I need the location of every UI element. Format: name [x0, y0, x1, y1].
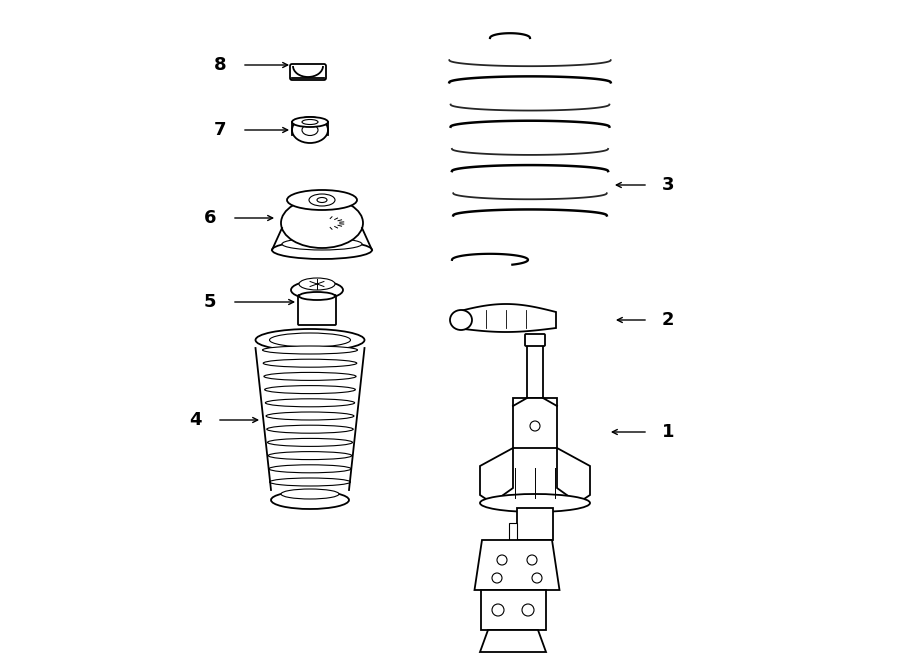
Ellipse shape	[317, 197, 327, 203]
Ellipse shape	[272, 241, 372, 259]
Ellipse shape	[450, 310, 472, 330]
Ellipse shape	[480, 494, 590, 512]
Polygon shape	[517, 508, 553, 540]
Ellipse shape	[299, 292, 335, 300]
Ellipse shape	[265, 385, 356, 394]
Ellipse shape	[292, 117, 328, 127]
Ellipse shape	[266, 399, 355, 407]
Ellipse shape	[271, 491, 349, 509]
Text: 6: 6	[203, 209, 216, 227]
Ellipse shape	[281, 489, 339, 499]
Text: 3: 3	[662, 176, 674, 194]
Circle shape	[492, 573, 502, 583]
Text: 5: 5	[203, 293, 216, 311]
Circle shape	[492, 604, 504, 616]
Text: 8: 8	[213, 56, 226, 74]
Ellipse shape	[256, 329, 364, 351]
Circle shape	[527, 555, 537, 565]
FancyBboxPatch shape	[298, 295, 336, 325]
Ellipse shape	[270, 478, 350, 486]
Polygon shape	[509, 523, 517, 568]
Ellipse shape	[302, 120, 318, 124]
Polygon shape	[481, 590, 545, 630]
Ellipse shape	[302, 124, 318, 136]
FancyBboxPatch shape	[525, 334, 545, 346]
Polygon shape	[480, 630, 546, 652]
Ellipse shape	[281, 198, 363, 248]
Circle shape	[497, 555, 507, 565]
Circle shape	[522, 604, 534, 616]
Ellipse shape	[267, 438, 353, 446]
Ellipse shape	[291, 281, 343, 299]
Polygon shape	[513, 398, 557, 448]
Ellipse shape	[268, 451, 352, 459]
Ellipse shape	[287, 190, 357, 210]
Polygon shape	[474, 540, 560, 590]
Ellipse shape	[299, 278, 335, 290]
Polygon shape	[456, 304, 556, 332]
Ellipse shape	[263, 346, 357, 354]
Polygon shape	[527, 345, 543, 398]
Ellipse shape	[309, 194, 335, 206]
Ellipse shape	[263, 359, 356, 367]
Polygon shape	[480, 448, 513, 503]
Ellipse shape	[266, 412, 354, 420]
FancyBboxPatch shape	[290, 64, 326, 80]
Text: 7: 7	[214, 121, 226, 139]
Polygon shape	[557, 448, 590, 503]
Ellipse shape	[266, 425, 353, 433]
Text: 1: 1	[662, 423, 674, 441]
Circle shape	[530, 421, 540, 431]
Circle shape	[532, 573, 542, 583]
Text: 2: 2	[662, 311, 674, 329]
Ellipse shape	[292, 117, 328, 143]
Ellipse shape	[269, 333, 350, 347]
Ellipse shape	[282, 238, 362, 250]
Ellipse shape	[269, 465, 351, 473]
Ellipse shape	[264, 373, 356, 381]
Text: 4: 4	[189, 411, 202, 429]
